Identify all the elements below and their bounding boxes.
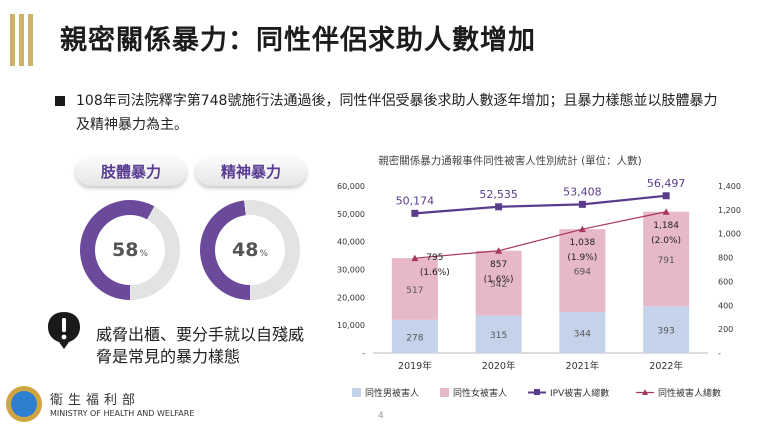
bar-male-label: 278 xyxy=(406,333,423,343)
ipv-total-label: 50,174 xyxy=(396,194,435,207)
percent-value-mental: 48 xyxy=(231,239,259,261)
right-axis-tick-label: - xyxy=(718,349,721,358)
same-sex-share-label: (1.6%) xyxy=(484,275,514,285)
percent-unit-physical: % xyxy=(139,248,148,259)
right-axis-tick-label: 400 xyxy=(718,301,733,310)
ipv-total-label: 53,408 xyxy=(563,185,602,198)
right-axis-tick-label: 1,400 xyxy=(718,182,741,191)
bar-female-0 xyxy=(391,258,438,320)
ipv-total-point xyxy=(578,200,586,208)
same-sex-total-label: 1,184 xyxy=(653,221,679,231)
left-axis-tick-label: 50,000 xyxy=(337,210,365,219)
bar-male-label: 393 xyxy=(658,327,675,337)
x-axis-tick-label: 2021年 xyxy=(566,360,600,372)
bar-female-label: 791 xyxy=(658,256,675,266)
bar-female-1 xyxy=(475,250,522,316)
bar-male-2 xyxy=(559,311,606,353)
same-sex-total-point xyxy=(578,225,586,233)
right-axis-tick-label: 1,200 xyxy=(718,206,741,215)
legend-swatch-0 xyxy=(352,388,361,397)
bar-female-label: 517 xyxy=(406,286,423,296)
bar-male-label: 344 xyxy=(574,329,591,339)
percent-unit-mental: % xyxy=(259,248,268,259)
same-sex-total-point xyxy=(411,254,419,262)
ipv-total-point xyxy=(662,192,670,200)
legend-swatch-1 xyxy=(440,388,449,397)
right-axis-tick-label: 200 xyxy=(718,325,733,334)
bar-female-label: 694 xyxy=(574,268,591,278)
donut-mental-violence: 48 % xyxy=(200,200,300,300)
bar-male-1 xyxy=(475,315,522,353)
ipv-total-label: 56,497 xyxy=(647,177,686,190)
bar-female-2 xyxy=(559,229,606,312)
victim-statistics-chart: 親密關係暴力通報事件同性被害人性別統計 (單位：人數) - 10,000 20,000… xyxy=(337,154,741,399)
stat-label-physical: 肢體暴力 xyxy=(76,158,186,186)
ipv-total-label: 52,535 xyxy=(479,188,518,201)
x-axis-tick-label: 2019年 xyxy=(398,360,432,372)
left-axis-tick-label: 20,000 xyxy=(337,293,365,302)
left-axis-tick-label: - xyxy=(362,349,365,358)
alert-text: 威脅出櫃、要分手就以自殘威脅是常見的暴力樣態 xyxy=(96,325,305,366)
bar-male-label: 315 xyxy=(490,331,507,341)
same-sex-total-label: 1,038 xyxy=(569,238,595,248)
legend-label: 同性女被害人 xyxy=(453,387,507,399)
donut-physical-violence: 58 % xyxy=(80,200,180,300)
right-axis-tick-label: 600 xyxy=(718,277,733,286)
legend-label: IPV被害人總數 xyxy=(550,387,609,399)
same-sex-share-label: (2.0%) xyxy=(651,236,681,246)
ipv-total-point xyxy=(411,209,419,217)
chart-title: 親密關係暴力通報事件同性被害人性別統計 (單位：人數) xyxy=(378,154,642,167)
same-sex-total-label: 795 xyxy=(426,253,443,263)
title-accent-stripes xyxy=(10,14,40,66)
legend-label: 同性男被害人 xyxy=(365,387,419,399)
left-axis-tick-label: 30,000 xyxy=(337,266,365,275)
x-axis-tick-label: 2020年 xyxy=(482,360,516,372)
bullet-square-icon xyxy=(55,96,65,106)
same-sex-total-label: 857 xyxy=(490,260,507,270)
right-axis-tick-label: 1,000 xyxy=(718,230,741,239)
ministry-logo xyxy=(6,386,42,422)
stat-label-mental: 精神暴力 xyxy=(196,158,306,186)
legend-marker-3 xyxy=(642,389,648,395)
page-number: 4 xyxy=(378,411,384,421)
right-axis-tick-label: 800 xyxy=(718,254,733,263)
bar-male-3 xyxy=(643,306,690,353)
legend-label: 同性被害人總數 xyxy=(658,387,721,399)
bar-female-3 xyxy=(643,211,690,307)
left-axis-tick-label: 40,000 xyxy=(337,238,365,247)
percent-value-physical: 58 xyxy=(111,239,139,261)
bar-female-label: 542 xyxy=(490,280,507,290)
bar-male-0 xyxy=(391,319,438,353)
left-axis-tick-label: 10,000 xyxy=(337,321,365,330)
same-sex-total-point xyxy=(495,247,503,254)
ministry-name-en: MINISTRY OF HEALTH AND WELFARE xyxy=(50,409,195,418)
left-axis-tick-label: 60,000 xyxy=(337,182,365,191)
exclamation-bubble-icon xyxy=(48,312,80,349)
ipv-total-point xyxy=(495,203,503,211)
ipv-total-line xyxy=(414,194,667,215)
bullet-text: 108年司法院釋字第748號施行法通過後，同性伴侶受暴後求助人數逐年增加；且暴力… xyxy=(76,93,718,133)
same-sex-share-label: (1.6%) xyxy=(420,268,450,278)
ministry-name-zh: 衛生福利部 xyxy=(50,393,141,408)
same-sex-total-point xyxy=(662,208,670,215)
page-title: 親密關係暴力：同性伴侶求助人數增加 xyxy=(60,25,536,56)
x-axis-tick-label: 2022年 xyxy=(649,360,683,372)
same-sex-total-line xyxy=(414,211,667,259)
same-sex-share-label: (1.9%) xyxy=(567,253,597,263)
legend-marker-2 xyxy=(534,389,540,395)
